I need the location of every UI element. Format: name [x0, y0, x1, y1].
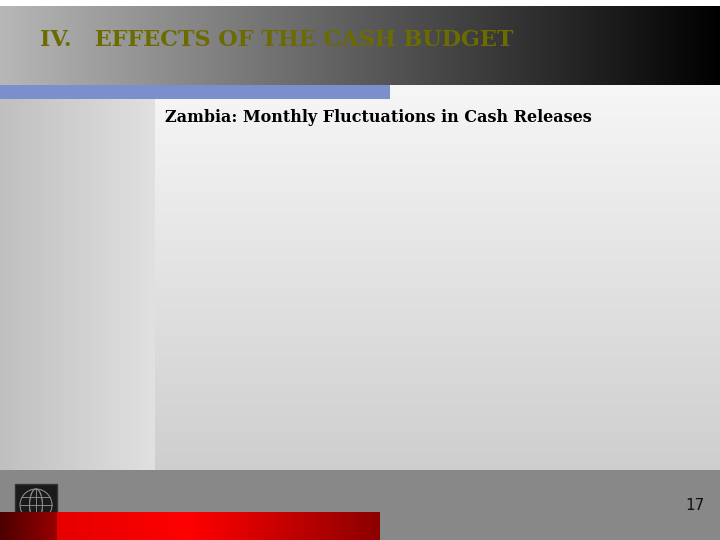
Text: IV.   EFFECTS OF THE CASH BUDGET: IV. EFFECTS OF THE CASH BUDGET	[40, 30, 513, 51]
Text: Zambia: Monthly Fluctuations in Cash Releases: Zambia: Monthly Fluctuations in Cash Rel…	[165, 109, 592, 126]
Bar	[0, 85, 390, 99]
Text: 17: 17	[685, 497, 705, 512]
Bar	[0, 470, 720, 540]
Bar	[15, 484, 57, 526]
